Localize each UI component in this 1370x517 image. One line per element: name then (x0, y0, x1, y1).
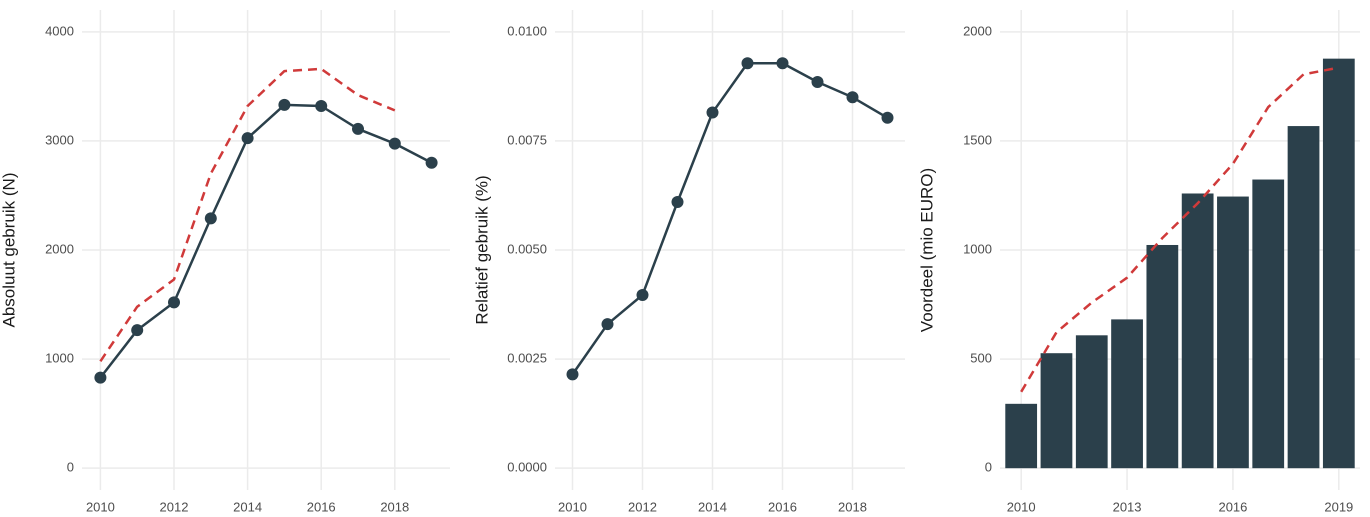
series-line (99, 67, 396, 362)
bar (1111, 319, 1143, 469)
y-tick-label: 2000 (45, 241, 74, 256)
series-point (811, 76, 824, 88)
y-tick-label: 1000 (963, 241, 992, 256)
y-tick-label: 1500 (963, 132, 992, 147)
x-tick-label: 2018 (380, 499, 409, 514)
series-point (278, 98, 291, 111)
bar (1217, 196, 1249, 469)
y-tick-label: 0.0050 (507, 241, 547, 256)
y-axis-label: Absoluut gebruik (N) (0, 173, 18, 328)
x-tick-label: 2014 (698, 499, 727, 514)
y-tick-label: 0.0025 (507, 351, 547, 366)
series-point (388, 137, 401, 150)
x-tick-label: 2012 (160, 499, 189, 514)
x-tick-label: 2014 (233, 499, 262, 514)
series-point (315, 100, 328, 112)
x-tick-label: 2018 (838, 499, 867, 514)
bar (1146, 244, 1179, 469)
y-tick-label: 0.0100 (507, 23, 547, 38)
series-line (1020, 66, 1340, 393)
x-tick-label: 2013 (1113, 499, 1142, 514)
y-tick-label: 0.0000 (507, 460, 547, 475)
y-tick-label: 0.0075 (507, 132, 547, 147)
series-point (881, 111, 894, 124)
bar (1181, 193, 1214, 469)
bar (1075, 335, 1108, 469)
series-point (636, 288, 649, 301)
series-point (566, 368, 579, 381)
y-tick-label: 4000 (45, 23, 74, 38)
x-tick-label: 2012 (628, 499, 657, 514)
series-point (671, 196, 684, 208)
bar (1252, 179, 1285, 469)
x-tick-label: 2010 (558, 499, 587, 514)
x-tick-label: 2010 (86, 499, 115, 514)
y-tick-label: 2000 (963, 23, 992, 38)
series-point (601, 318, 614, 331)
y-tick-label: 1000 (45, 351, 74, 366)
series-point (168, 296, 180, 309)
bar (1005, 403, 1038, 469)
series-point (94, 371, 107, 384)
series-line (99, 103, 433, 379)
y-axis-label: Voordeel (mio EURO) (917, 168, 936, 332)
y-tick-label: 500 (970, 351, 992, 366)
series-point (741, 57, 754, 70)
x-tick-label: 2016 (307, 499, 336, 514)
series-point (204, 212, 217, 225)
bar (1287, 126, 1320, 469)
series-point (846, 91, 859, 104)
series-point (241, 132, 254, 145)
x-tick-label: 2016 (1218, 499, 1247, 514)
x-tick-label: 2016 (768, 499, 797, 514)
series-point (776, 57, 789, 70)
series-line (571, 61, 889, 376)
y-tick-label: 0 (67, 460, 74, 475)
x-tick-label: 2019 (1324, 499, 1353, 514)
x-tick-label: 2010 (1007, 499, 1036, 514)
y-tick-label: 3000 (45, 132, 74, 147)
y-tick-label: 0 (985, 460, 992, 475)
series-point (425, 156, 438, 169)
series-point (131, 324, 144, 337)
bar (1040, 353, 1073, 469)
series-point (352, 122, 364, 135)
y-axis-label: Relatief gebruik (%) (472, 175, 491, 324)
bar (1322, 58, 1355, 469)
series-point (706, 106, 719, 119)
